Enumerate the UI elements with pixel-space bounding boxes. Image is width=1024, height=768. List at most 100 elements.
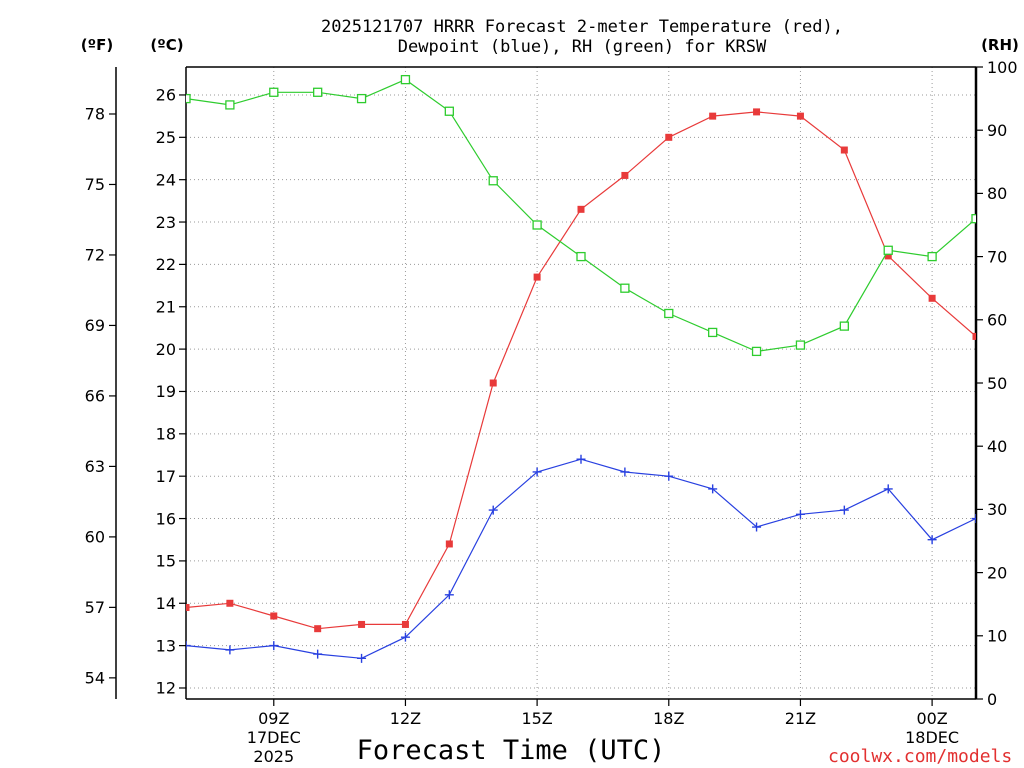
celsius-tick-label: 21	[156, 298, 176, 317]
watermark: coolwx.com/models	[828, 746, 1012, 767]
rh-line	[186, 78, 976, 353]
celsius-tick-label: 24	[156, 170, 176, 189]
dewpoint-point	[664, 471, 674, 481]
rh-point	[356, 93, 367, 104]
celsius-tick-label: 12	[156, 679, 176, 698]
rh-point	[708, 327, 718, 338]
temperature-point	[753, 108, 761, 116]
grid	[186, 67, 976, 699]
fahrenheit-tick-label: 75	[85, 175, 105, 194]
temperature-point	[226, 599, 234, 607]
rh-tick-label: 90	[987, 121, 1007, 140]
celsius-tick-label: 26	[156, 86, 176, 105]
fahrenheit-tick-label: 57	[85, 598, 105, 617]
fahrenheit-tick-label: 69	[85, 316, 105, 335]
chart-title: 2025121707 HRRR Forecast 2-meter Tempera…	[321, 17, 843, 57]
celsius-axis-label: (ºC)	[150, 36, 183, 54]
series-layer	[186, 74, 976, 663]
temperature-point	[796, 112, 804, 120]
dewpoint-point	[708, 484, 718, 494]
rh-point	[313, 87, 323, 97]
dewpoint-point	[532, 467, 542, 477]
rh-point	[269, 87, 279, 97]
celsius-tick-label: 16	[156, 509, 176, 528]
rh-point	[664, 308, 674, 319]
dewpoint-point	[971, 514, 976, 524]
rh-point	[532, 220, 542, 230]
temperature-point	[533, 273, 541, 281]
rh-tick-label: 40	[987, 437, 1007, 456]
rh-point	[883, 245, 893, 255]
temperature-point	[928, 294, 936, 302]
rh-tick-label: 80	[987, 184, 1007, 203]
temperature-point	[358, 620, 366, 628]
x-tick-date-label: 17DEC	[247, 728, 301, 747]
temperature-point	[884, 252, 892, 260]
fahrenheit-tick-label: 72	[85, 246, 105, 265]
temperature-point	[270, 612, 278, 620]
temperature-point	[709, 112, 717, 120]
rh-tick-label: 70	[987, 247, 1007, 266]
temperature-line	[186, 111, 976, 630]
x-tick-label: 21Z	[785, 709, 816, 728]
dewpoint-point	[313, 649, 323, 659]
rh-point	[444, 106, 454, 116]
dewpoint-point	[186, 641, 191, 651]
fahrenheit-tick-label: 63	[85, 457, 105, 476]
tick-labels: 54 57 60 63 66 69 72 75 78 12 13 14 15 16 17 18 19 20 21 22…	[85, 58, 1018, 766]
temperature-point	[621, 171, 629, 179]
temperature-point	[840, 146, 848, 154]
x-tick-label: 18Z	[653, 709, 684, 728]
rh-point	[488, 176, 498, 186]
dewpoint-point	[400, 632, 410, 642]
rh-point	[400, 74, 411, 85]
dewpoint-point	[927, 535, 937, 545]
celsius-tick-label: 25	[156, 128, 176, 147]
fahrenheit-tick-label: 54	[85, 669, 105, 688]
celsius-tick-label: 17	[156, 467, 176, 486]
temperature-point	[445, 540, 453, 548]
rh-point	[186, 93, 191, 104]
rh-point	[751, 346, 762, 357]
celsius-tick-label: 15	[156, 552, 176, 571]
rh-tick-label: 30	[987, 500, 1007, 519]
dewpoint-line	[186, 458, 976, 659]
rh-point	[795, 340, 806, 350]
rh-point	[927, 251, 937, 262]
celsius-tick-label: 22	[156, 255, 176, 274]
x-tick-label: 00Z	[916, 709, 947, 728]
rh-point	[225, 100, 235, 110]
rh-point	[971, 214, 976, 224]
x-tick-year-label: 2025	[253, 747, 294, 766]
dewpoint-point	[795, 509, 805, 519]
axes	[109, 66, 983, 706]
temperature-point	[577, 205, 585, 213]
temperature-point	[401, 620, 409, 628]
temperature-point	[972, 332, 976, 340]
temperature-point	[665, 133, 673, 141]
x-tick-label: 15Z	[521, 709, 552, 728]
dewpoint-point	[883, 484, 893, 494]
rh-tick-label: 50	[987, 374, 1007, 393]
dewpoint-point	[488, 505, 498, 515]
fahrenheit-tick-label: 78	[85, 105, 105, 124]
rh-point	[576, 251, 586, 262]
rh-point	[620, 283, 630, 293]
celsius-tick-label: 20	[156, 340, 176, 359]
x-tick-label: 09Z	[258, 709, 289, 728]
celsius-tick-label: 14	[156, 594, 176, 613]
celsius-tick-label: 19	[156, 382, 176, 401]
dewpoint-point	[225, 645, 235, 655]
fahrenheit-axis-label: (ºF)	[81, 36, 113, 54]
x-tick-label: 12Z	[390, 709, 421, 728]
dewpoint-point	[269, 641, 279, 651]
dewpoint-point	[357, 653, 367, 663]
rh-tick-label: 60	[987, 311, 1007, 330]
rh-tick-label: 10	[987, 627, 1007, 646]
rh-tick-label: 100	[987, 58, 1018, 77]
dewpoint-point	[620, 467, 630, 477]
temperature-point	[314, 625, 322, 633]
x-tick-date-label: 18DEC	[905, 728, 959, 747]
